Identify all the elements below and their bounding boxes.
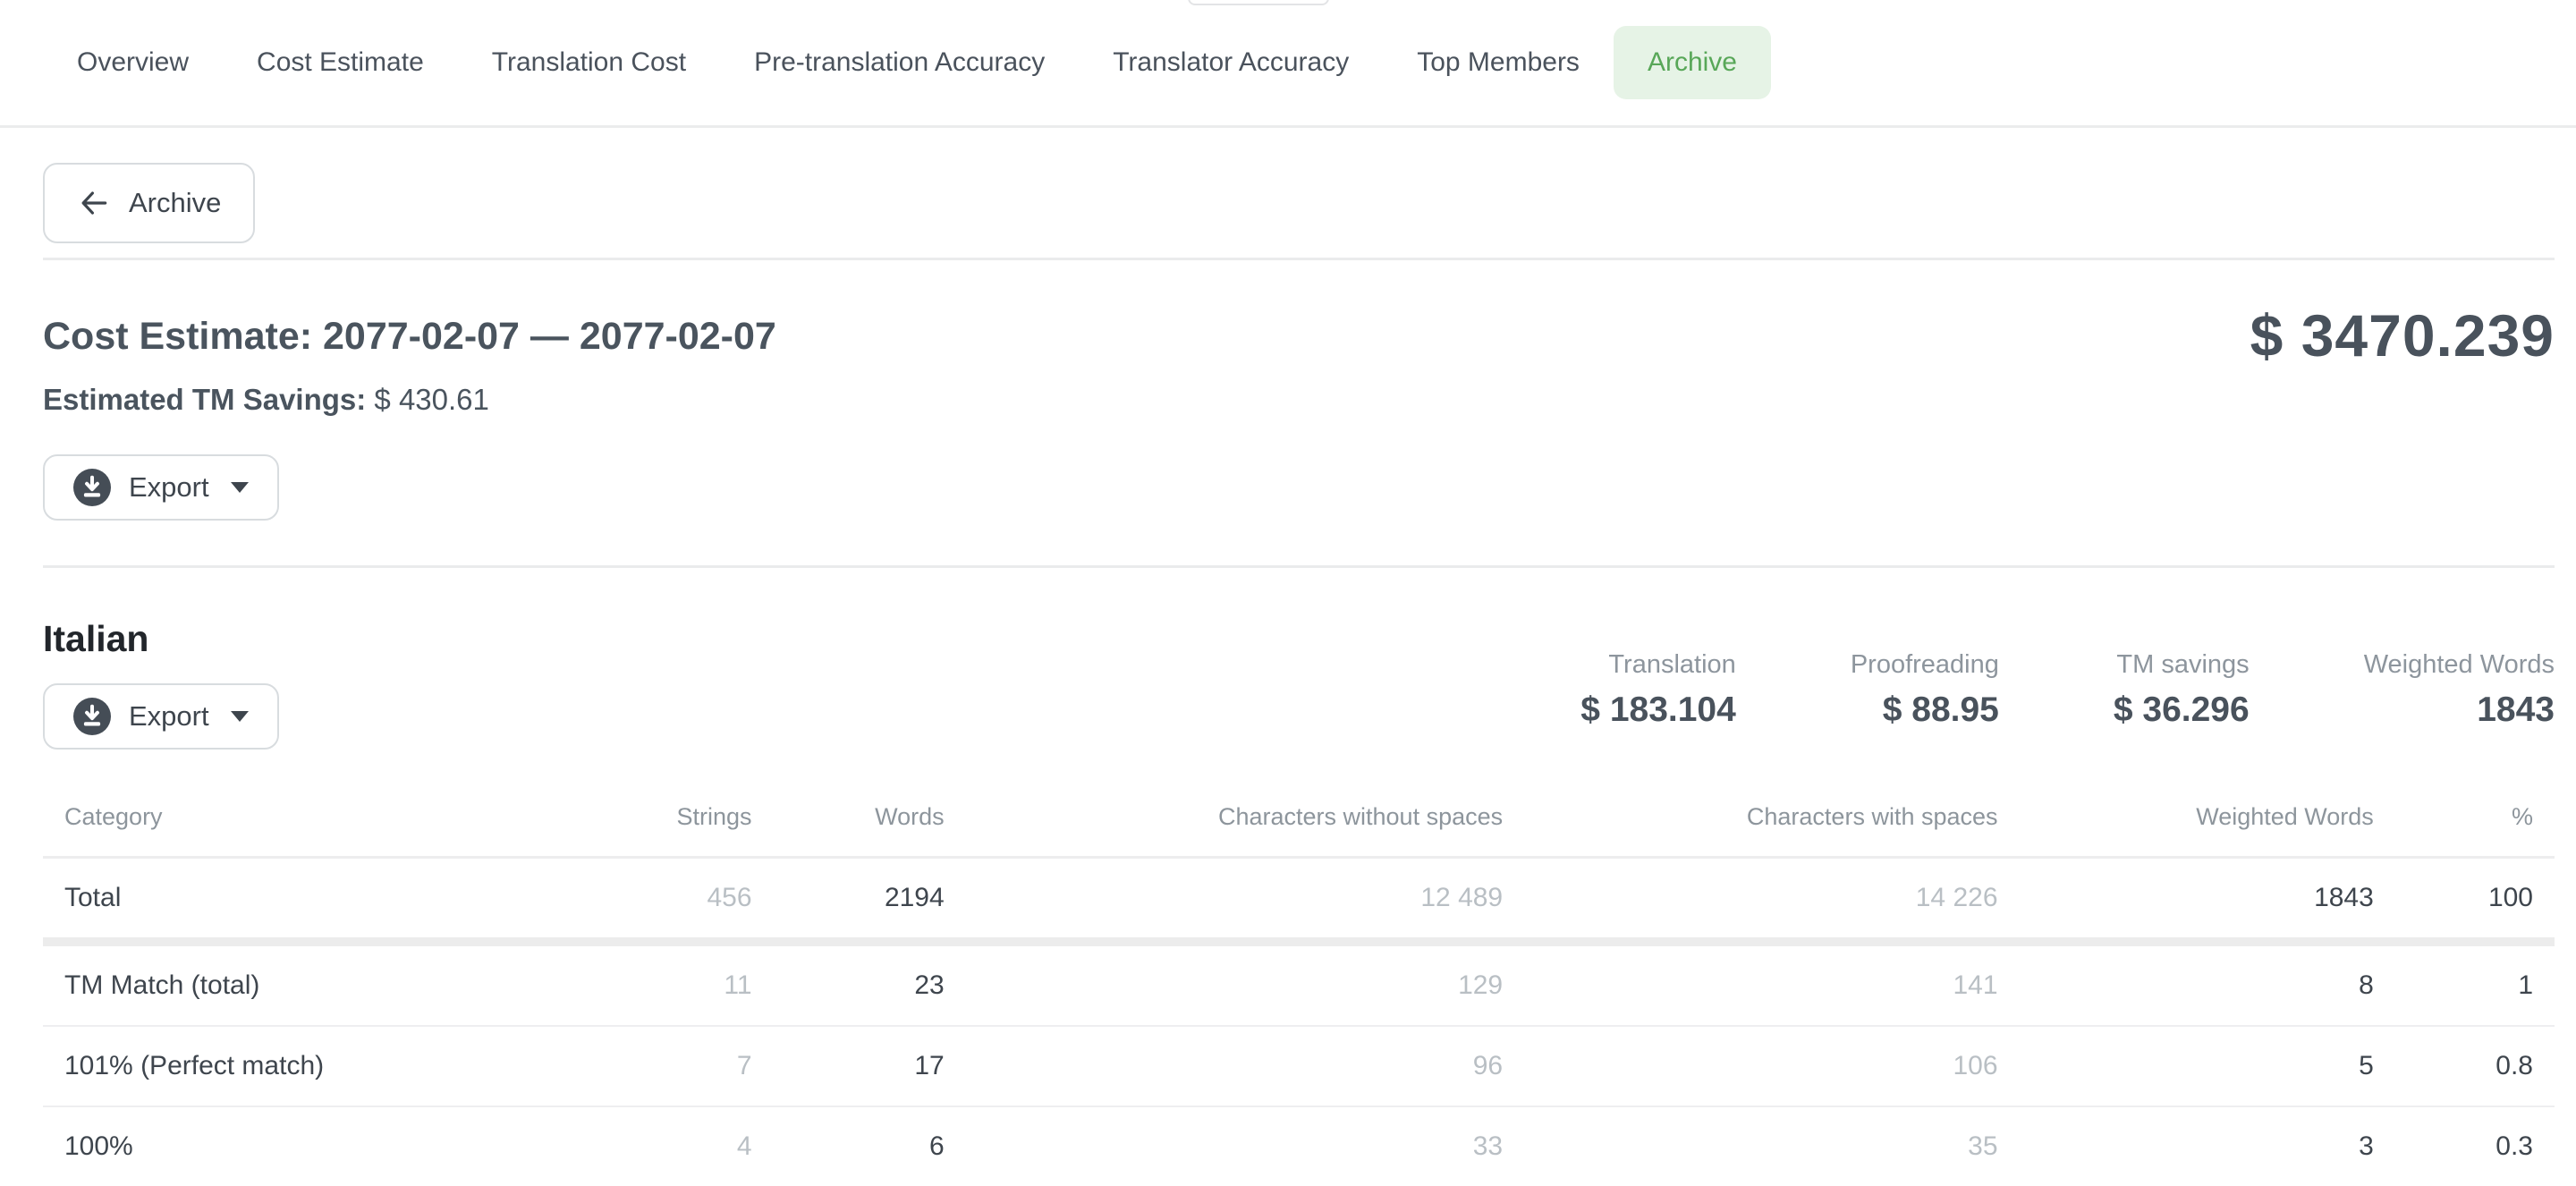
col-header-chars-with-spaces: Characters with spaces	[1503, 789, 1998, 860]
cell-chars-without: 33	[1472, 1131, 1504, 1162]
col-header-strings: Strings	[580, 789, 752, 860]
cell-weighted: 5	[1997, 1026, 2374, 1108]
download-icon	[73, 698, 111, 736]
tm-savings-value: $ 430.61	[374, 383, 489, 417]
cell-chars-with: 106	[1503, 1026, 1998, 1108]
cell-strings: 4	[736, 1131, 752, 1162]
stat-value: $ 183.104	[1580, 690, 1736, 730]
export-language-button[interactable]: Export	[43, 683, 279, 750]
language-title: Italian	[43, 618, 149, 660]
cell-weighted: 1843	[1997, 857, 2374, 947]
grand-total: $ 3470.239	[2250, 302, 2555, 369]
cell-words: 2194	[751, 857, 945, 947]
col-header-percent: %	[2373, 789, 2555, 860]
col-header-chars-without-spaces: Characters without spaces	[944, 789, 1504, 860]
stat-value: $ 88.95	[1882, 690, 1999, 730]
cell-weighted: 8	[1997, 942, 2374, 1028]
stat-translation: Translation $ 183.104	[1580, 650, 1736, 730]
download-icon	[73, 469, 111, 507]
cost-breakdown-table: Category Strings Words Characters withou…	[43, 789, 2555, 1186]
language-stats: Translation $ 183.104 Proofreading $ 88.…	[1466, 650, 2555, 730]
stat-label: Translation	[1608, 650, 1736, 680]
tab-pre-translation-accuracy[interactable]: Pre-translation Accuracy	[754, 47, 1046, 77]
back-to-archive-button[interactable]: Archive	[43, 163, 256, 243]
cell-chars-without: 96	[944, 1026, 1504, 1108]
export-button-label: Export	[129, 471, 209, 504]
cost-estimate-summary: Cost Estimate: 2077-02-07 — 2077-02-07 $…	[43, 260, 2555, 565]
cell-percent: 1	[2373, 942, 2555, 1028]
stat-tm-savings: TM savings $ 36.296	[2114, 650, 2250, 730]
cell-percent: 0.8	[2373, 1026, 2555, 1108]
stat-proofreading: Proofreading $ 88.95	[1851, 650, 1999, 730]
export-report-button[interactable]: Export	[43, 454, 279, 521]
cell-percent: 0.3	[2496, 1131, 2533, 1162]
stat-weighted-words: Weighted Words 1843	[2364, 650, 2555, 730]
table-row: Total 456 2194 12 489 14 226 1843 100	[43, 857, 2555, 947]
cell-strings: 7	[580, 1026, 752, 1108]
tab-translator-accuracy[interactable]: Translator Accuracy	[1113, 47, 1350, 77]
cell-chars-with: 35	[1968, 1131, 1998, 1162]
cell-percent: 100	[2373, 857, 2555, 947]
tm-savings-label: Estimated TM Savings:	[43, 383, 367, 417]
section-divider	[43, 565, 2555, 569]
cell-chars-without: 12 489	[944, 857, 1504, 947]
report-tabs: Overview Cost Estimate Translation Cost …	[0, 0, 2576, 128]
stat-label: TM savings	[2116, 650, 2250, 680]
tab-overview[interactable]: Overview	[77, 47, 190, 77]
tab-top-members[interactable]: Top Members	[1417, 47, 1580, 77]
col-header-category: Category	[43, 789, 580, 860]
table-row: 100% 4 6 33 35 3 0.3	[43, 1106, 2555, 1186]
stat-label: Weighted Words	[2363, 650, 2555, 680]
cell-words: 23	[751, 942, 945, 1028]
section-divider	[43, 258, 2555, 260]
caret-down-icon	[230, 711, 249, 723]
cell-words: 6	[929, 1131, 945, 1162]
cell-chars-with: 141	[1503, 942, 1998, 1028]
language-section-italian: Italian Export Translation $ 183.104 Pro…	[43, 568, 2555, 1186]
tab-archive[interactable]: Archive	[1613, 26, 1771, 99]
col-header-words: Words	[751, 789, 945, 860]
back-row: Archive	[43, 128, 2555, 258]
cell-category: Total	[43, 857, 580, 947]
col-header-weighted-words: Weighted Words	[1997, 789, 2374, 860]
tab-translation-cost[interactable]: Translation Cost	[491, 47, 687, 77]
tm-savings: Estimated TM Savings: $ 430.61	[43, 383, 2555, 417]
cell-category: 101% (Perfect match)	[43, 1026, 580, 1108]
cell-weighted: 3	[2359, 1131, 2374, 1162]
table-row: 101% (Perfect match) 7 17 96 106 5 0.8	[43, 1026, 2555, 1108]
stat-value: $ 36.296	[2113, 690, 2250, 730]
cell-strings: 456	[580, 857, 752, 947]
stat-label: Proofreading	[1850, 650, 1999, 680]
cell-chars-without: 129	[944, 942, 1504, 1028]
arrow-left-icon	[81, 191, 107, 215]
export-button-label: Export	[129, 700, 209, 733]
cell-words: 17	[751, 1026, 945, 1108]
stat-value: 1843	[2477, 690, 2555, 730]
popover-fragment	[1188, 0, 1329, 5]
cell-strings: 11	[580, 942, 752, 1028]
cell-category: 100%	[64, 1131, 133, 1162]
cell-chars-with: 14 226	[1503, 857, 1998, 947]
table-row: TM Match (total) 11 23 129 141 8 1	[43, 942, 2555, 1028]
back-button-label: Archive	[129, 187, 222, 218]
page-title: Cost Estimate: 2077-02-07 — 2077-02-07	[43, 315, 776, 358]
cell-category: TM Match (total)	[43, 942, 580, 1028]
caret-down-icon	[230, 482, 249, 494]
tab-cost-estimate[interactable]: Cost Estimate	[257, 47, 424, 77]
table-header-row: Category Strings Words Characters withou…	[43, 789, 2555, 860]
